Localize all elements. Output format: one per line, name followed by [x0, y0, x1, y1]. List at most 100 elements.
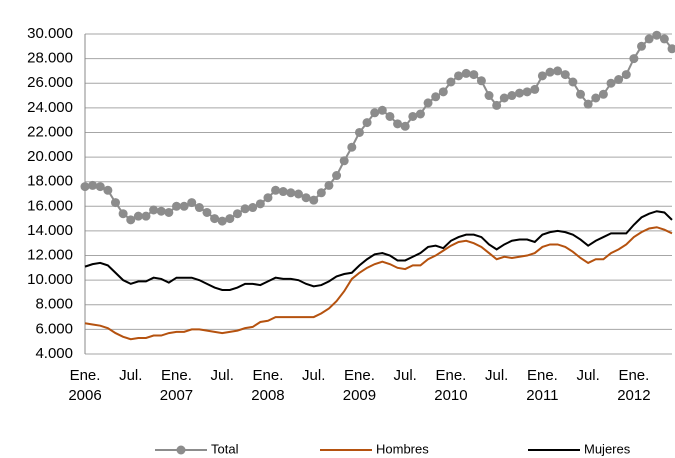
- marker: [217, 216, 227, 226]
- marker: [522, 87, 532, 97]
- x-tick-label: Jul.: [119, 367, 142, 384]
- marker: [164, 207, 174, 217]
- x-tick-label: 2008: [251, 387, 284, 404]
- marker: [103, 185, 113, 195]
- marker: [225, 214, 235, 224]
- marker: [179, 201, 189, 211]
- marker: [598, 89, 608, 99]
- marker: [553, 66, 563, 76]
- marker: [606, 78, 616, 88]
- marker: [339, 156, 349, 166]
- marker: [118, 209, 128, 219]
- marker: [95, 182, 105, 192]
- marker: [431, 92, 441, 102]
- marker: [438, 87, 448, 97]
- y-tick-label: 22.000: [27, 123, 73, 140]
- marker: [278, 187, 288, 197]
- marker: [591, 93, 601, 103]
- x-tick-label: Jul.: [302, 367, 325, 384]
- x-tick-label: 2010: [434, 387, 467, 404]
- marker: [530, 84, 540, 94]
- marker: [210, 214, 220, 224]
- line: [84, 210, 673, 291]
- marker: [492, 100, 502, 110]
- marker: [156, 206, 166, 216]
- x-tick-label: Jul.: [485, 367, 508, 384]
- marker: [271, 185, 281, 195]
- x-tick-label: 2012: [617, 387, 650, 404]
- marker: [454, 71, 464, 81]
- marker: [286, 188, 296, 198]
- marker: [415, 109, 425, 119]
- marker: [110, 198, 120, 208]
- marker: [652, 30, 662, 40]
- marker: [141, 211, 151, 221]
- y-tick-label: 24.000: [27, 99, 73, 116]
- x-tick-label: Ene.: [344, 367, 375, 384]
- y-tick-label: 26.000: [27, 74, 73, 91]
- marker: [324, 180, 334, 190]
- y-tick-label: 14.000: [27, 222, 73, 239]
- line: [84, 226, 673, 341]
- x-tick-label: Ene.: [618, 367, 649, 384]
- marker: [614, 75, 624, 85]
- marker: [659, 34, 669, 44]
- y-tick-label: 28.000: [27, 50, 73, 67]
- marker: [400, 121, 410, 131]
- marker: [347, 142, 357, 152]
- y-tick-label: 4.000: [35, 345, 73, 362]
- x-tick-label: 2007: [160, 387, 193, 404]
- legend-label: Total: [211, 441, 239, 456]
- legend-label: Hombres: [376, 441, 429, 456]
- marker: [88, 180, 98, 190]
- x-tick-label: 2009: [343, 387, 376, 404]
- y-tick-label: 18.000: [27, 173, 73, 190]
- marker: [293, 189, 303, 199]
- y-tick-label: 30.000: [27, 25, 73, 42]
- marker: [187, 198, 197, 208]
- marker: [461, 68, 471, 78]
- marker: [362, 118, 372, 128]
- marker: [537, 71, 547, 81]
- marker: [171, 201, 181, 211]
- y-tick-label: 16.000: [27, 197, 73, 214]
- marker: [515, 88, 525, 98]
- x-tick-label: Ene.: [161, 367, 192, 384]
- marker: [637, 41, 647, 51]
- marker: [232, 209, 242, 219]
- marker: [301, 193, 311, 203]
- y-tick-label: 12.000: [27, 247, 73, 264]
- x-tick-label: Jul.: [576, 367, 599, 384]
- marker: [240, 204, 250, 214]
- marker: [408, 111, 418, 121]
- marker: [332, 171, 342, 181]
- marker: [385, 111, 395, 121]
- marker: [423, 98, 433, 108]
- marker: [194, 203, 204, 213]
- y-tick-label: 6.000: [35, 320, 73, 337]
- marker: [499, 93, 509, 103]
- marker: [202, 207, 212, 217]
- legend-label: Mujeres: [584, 441, 631, 456]
- marker: [476, 76, 486, 86]
- marker: [126, 215, 136, 225]
- y-tick-label: 8.000: [35, 296, 73, 313]
- line: [84, 34, 673, 223]
- marker: [248, 203, 258, 213]
- marker: [377, 105, 387, 115]
- x-tick-label: 2011: [526, 387, 558, 404]
- x-tick-label: Ene.: [527, 367, 558, 384]
- marker: [560, 70, 570, 80]
- x-tick-label: Ene.: [70, 367, 101, 384]
- marker: [354, 127, 364, 137]
- marker: [393, 119, 403, 129]
- marker: [484, 91, 494, 101]
- marker: [316, 188, 326, 198]
- marker: [583, 99, 593, 109]
- marker: [255, 199, 265, 209]
- marker: [545, 67, 555, 77]
- marker: [667, 44, 675, 54]
- legend-marker: [176, 445, 186, 455]
- marker: [309, 195, 319, 205]
